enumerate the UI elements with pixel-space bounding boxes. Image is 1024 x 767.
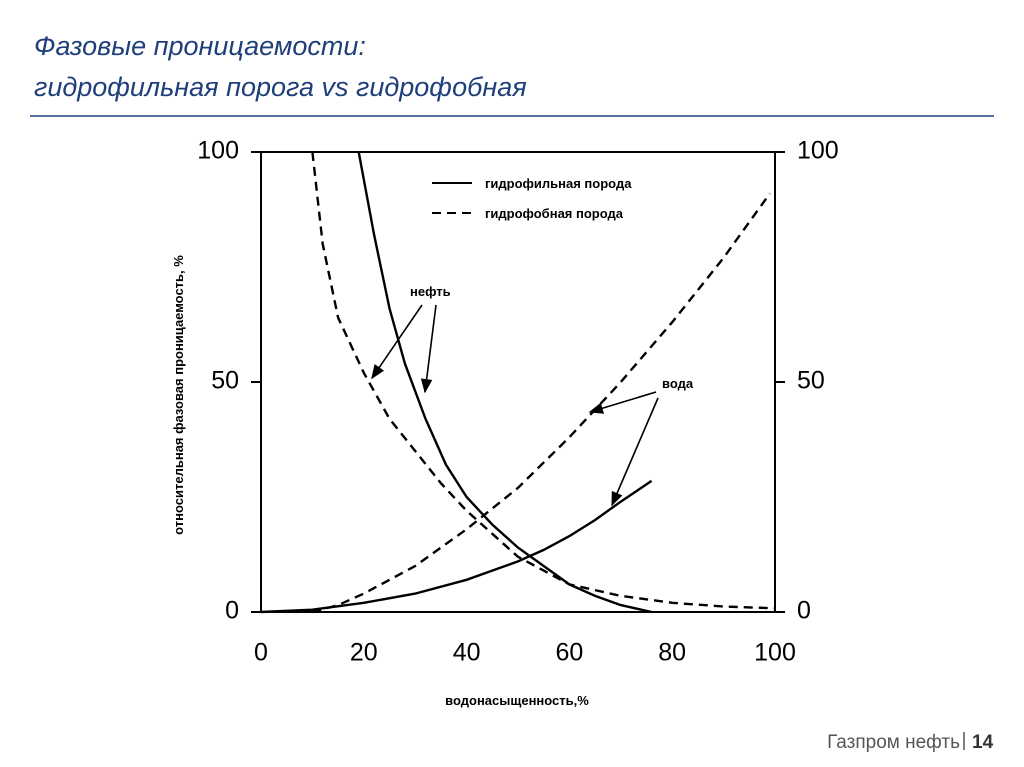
x-axis-label: водонасыщенность,% — [445, 693, 589, 708]
legend-label: гидрофильная порода — [485, 176, 632, 191]
y-tick-label: 100 — [197, 137, 239, 165]
arrow — [420, 304, 437, 394]
x-tick-label: 40 — [453, 639, 481, 667]
annotation: вода — [662, 376, 694, 391]
x-tick-label: 80 — [658, 639, 686, 667]
series-line — [312, 192, 771, 614]
y2-tick-label: 0 — [797, 597, 811, 625]
y-axis-label: относительная фазовая проницаемость, % — [171, 255, 186, 535]
series-line — [311, 151, 776, 610]
legend-label: гидрофобная порода — [485, 206, 624, 221]
footer-brand: Газпром нефть — [827, 732, 960, 753]
x-tick-label: 60 — [555, 639, 583, 667]
x-tick-label: 20 — [350, 639, 378, 667]
title-line: гидрофильная порога vs гидрофобная — [34, 72, 527, 102]
arrows — [371, 304, 659, 507]
y2-tick-label: 50 — [797, 367, 825, 395]
arrow — [371, 304, 423, 380]
arrow — [611, 397, 659, 507]
title-line: Фазовые проницаемости: — [34, 31, 366, 61]
y-tick-label: 0 — [225, 597, 239, 625]
series-line — [260, 479, 653, 614]
x-tick-label: 0 — [254, 639, 268, 667]
y-tick-label: 50 — [211, 367, 239, 395]
arrow — [588, 391, 657, 414]
plot-frame — [260, 151, 776, 613]
series-line — [357, 151, 652, 614]
annotation: нефть — [410, 284, 451, 299]
y2-tick-label: 100 — [797, 137, 839, 165]
page-number: 14 — [972, 732, 994, 753]
x-tick-label: 100 — [754, 639, 796, 667]
